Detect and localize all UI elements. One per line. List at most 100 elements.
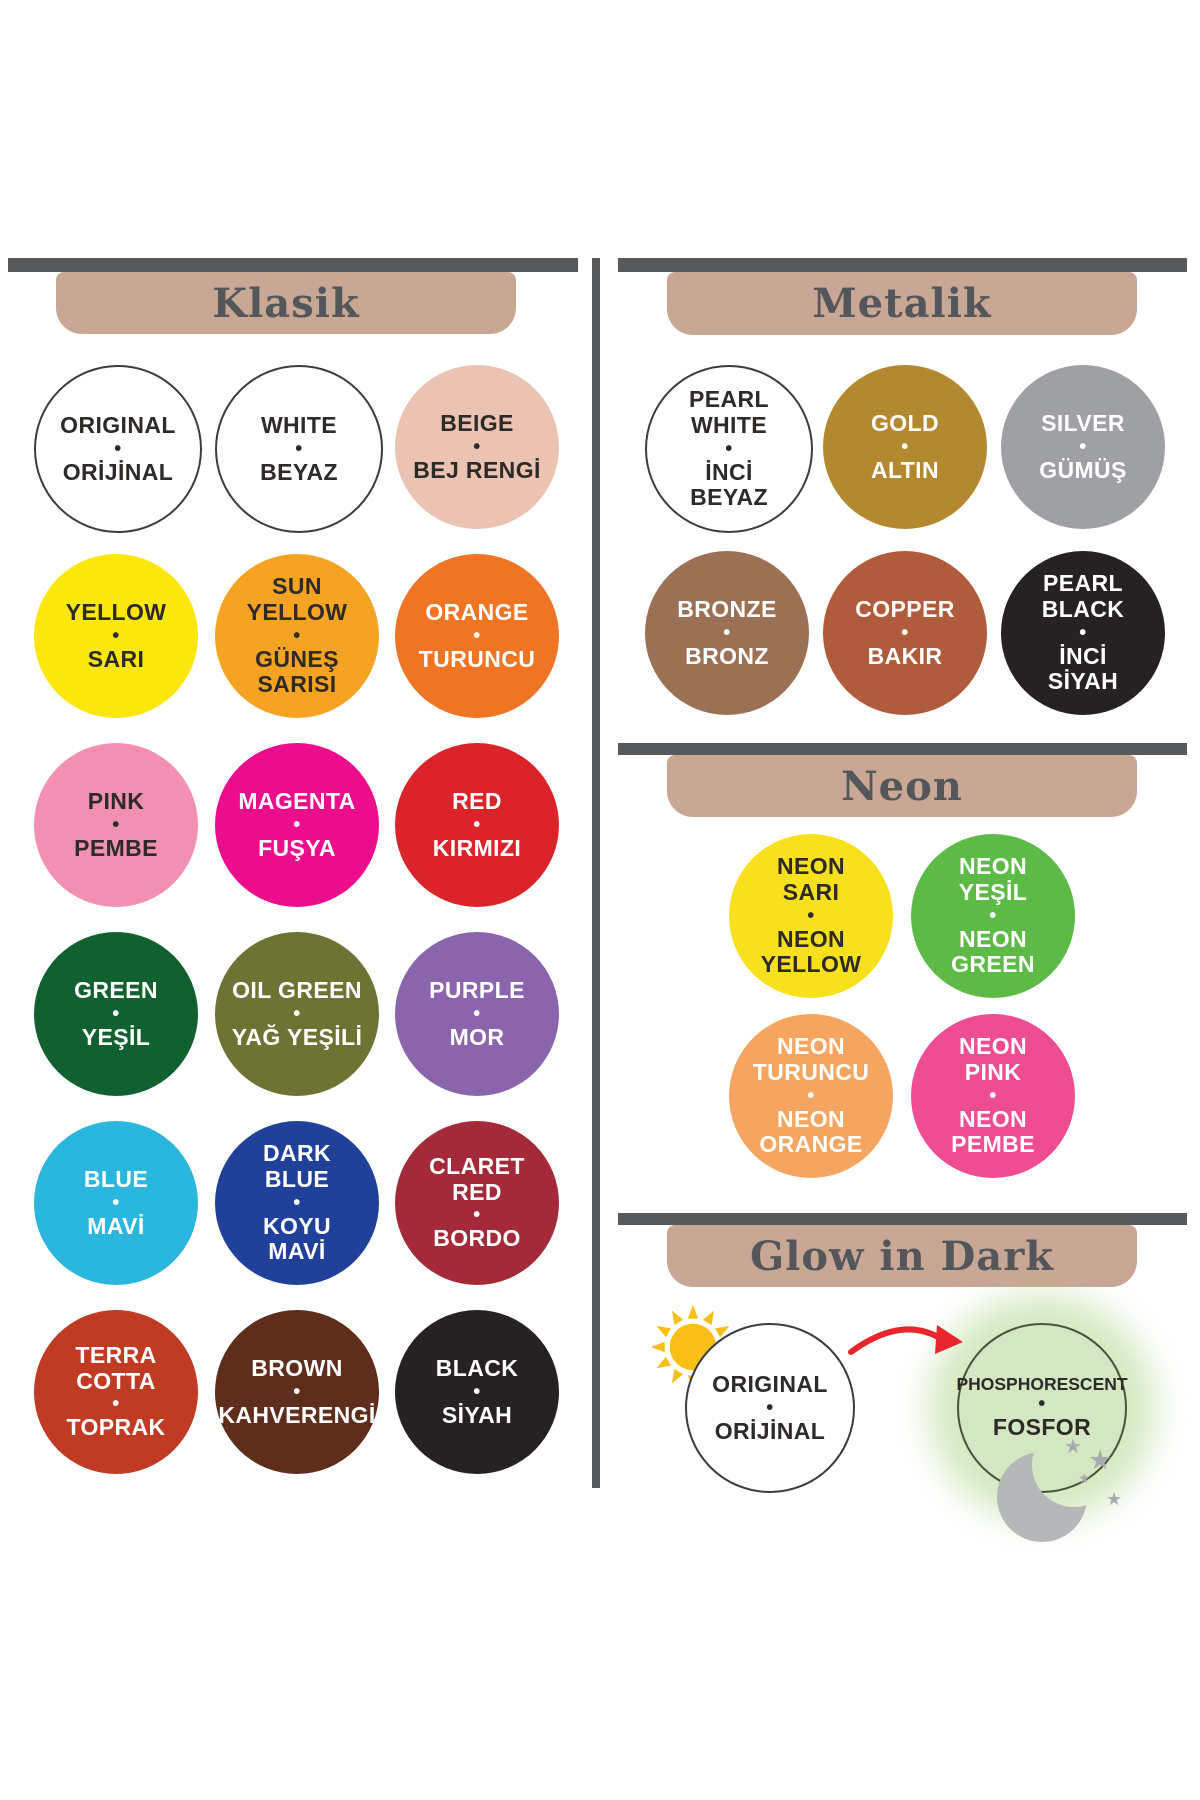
- bullet-separator: •: [725, 437, 733, 460]
- color-circle-neon-sari: NEON SARI • NEON YELLOW: [729, 834, 893, 998]
- bullet-separator: •: [293, 813, 301, 836]
- color-label-primary: MAGENTA: [238, 787, 356, 814]
- bullet-separator: •: [112, 624, 120, 647]
- bullet-separator: •: [901, 435, 909, 458]
- color-circle-sun-yellow: SUN YELLOW • GÜNEŞ SARISI: [215, 554, 379, 718]
- color-circle-bronze: BRONZE • BRONZ: [645, 551, 809, 715]
- color-label-primary: RED: [452, 787, 502, 814]
- color-label-secondary: BORDO: [433, 1225, 521, 1252]
- section-title-metalik: Metalik: [812, 280, 992, 327]
- color-circle-neon-yeşi̇l: NEON YEŞİL • NEON GREEN: [911, 834, 1075, 998]
- color-circle-purple: PURPLE • MOR: [395, 932, 559, 1096]
- color-circle-blue: BLUE • MAVİ: [34, 1121, 198, 1285]
- bullet-separator: •: [901, 621, 909, 644]
- color-label-secondary: SARI: [87, 645, 145, 672]
- color-label-secondary: YEŞİL: [81, 1023, 151, 1050]
- bullet-separator: •: [112, 1393, 120, 1416]
- color-label-primary: SILVER: [1041, 409, 1125, 436]
- color-label-secondary: NEON PEMBE: [951, 1105, 1035, 1158]
- section-top-bar: [618, 743, 1187, 755]
- section-header: Klasik: [56, 272, 516, 334]
- bullet-separator: •: [989, 904, 997, 927]
- color-label-primary: BLACK: [435, 1354, 519, 1381]
- color-label-primary: BEIGE: [440, 409, 514, 436]
- section-header: Metalik: [667, 272, 1137, 335]
- color-label-primary: BROWN: [251, 1354, 343, 1381]
- bullet-separator: •: [473, 624, 481, 647]
- color-label-secondary: KIRMIZI: [432, 834, 522, 861]
- color-label-secondary: ALTIN: [870, 456, 939, 483]
- color-label-primary: CLARET RED: [429, 1152, 525, 1205]
- color-label-primary: PEARL BLACK: [1041, 570, 1125, 622]
- color-label-primary: YELLOW: [65, 598, 167, 625]
- color-circle-pearl-white: PEARL WHITE • İNCİ BEYAZ: [645, 365, 813, 533]
- color-label-secondary: MAVİ: [87, 1212, 145, 1239]
- color-label-secondary: BEYAZ: [260, 458, 338, 485]
- bullet-separator: •: [473, 1204, 481, 1227]
- section-title-neon: Neon: [841, 762, 963, 810]
- color-circle-claret-red: CLARET RED • BORDO: [395, 1121, 559, 1285]
- color-circle-neon-pink: NEON PINK • NEON PEMBE: [911, 1014, 1075, 1178]
- color-circle-oil-green: OIL GREEN • YAĞ YEŞİLİ: [215, 932, 379, 1096]
- color-label-primary: NEON TURUNCU: [752, 1033, 870, 1085]
- bullet-separator: •: [807, 904, 815, 927]
- bullet-separator: •: [112, 1002, 120, 1025]
- bullet-separator: •: [1079, 435, 1087, 458]
- color-label-secondary: KAHVERENGİ: [218, 1401, 376, 1428]
- color-label-secondary: İNCİ SİYAH: [1047, 642, 1119, 695]
- color-label-primary: ORIGINAL: [712, 1370, 828, 1397]
- bullet-separator: •: [807, 1084, 815, 1107]
- color-label-secondary: GÜNEŞ SARISI: [255, 645, 339, 698]
- color-circle-red: RED • KIRMIZI: [395, 743, 559, 907]
- color-circle-brown: BROWN • KAHVERENGİ: [215, 1310, 379, 1474]
- color-label-secondary: NEON GREEN: [951, 925, 1035, 978]
- section-top-bar: [8, 258, 578, 272]
- color-circle-orange: ORANGE • TURUNCU: [395, 554, 559, 718]
- section-top-bar: [618, 258, 1187, 272]
- color-circle-original: ORIGINAL • ORİJİNAL: [685, 1323, 855, 1493]
- color-label-secondary: BAKIR: [867, 642, 943, 669]
- color-label-primary: GREEN: [74, 976, 158, 1003]
- bullet-separator: •: [293, 1002, 301, 1025]
- color-label-secondary: MOR: [449, 1023, 505, 1050]
- color-label-primary: NEON SARI: [776, 853, 846, 905]
- moon-and-stars-icon: ★ ★ ★ ★: [997, 1436, 1122, 1542]
- color-label-primary: ORANGE: [425, 598, 529, 625]
- color-label-secondary: TURUNCU: [418, 645, 536, 672]
- color-circle-terra-cotta: TERRA COTTA • TOPRAK: [34, 1310, 198, 1474]
- color-circle-magenta: MAGENTA • FUŞYA: [215, 743, 379, 907]
- bullet-separator: •: [293, 1380, 301, 1403]
- star-icon: ★: [1088, 1445, 1112, 1475]
- bullet-separator: •: [723, 621, 731, 644]
- star-icon: ★: [1078, 1470, 1091, 1486]
- color-circle-gold: GOLD • ALTIN: [823, 365, 987, 529]
- color-label-secondary: YAĞ YEŞİLİ: [231, 1023, 363, 1050]
- bullet-separator: •: [295, 437, 303, 460]
- color-label-secondary: GÜMÜŞ: [1039, 456, 1127, 483]
- color-label-primary: PEARL WHITE: [689, 386, 769, 438]
- bullet-separator: •: [766, 1396, 774, 1419]
- color-label-secondary: NEON YELLOW: [760, 925, 862, 978]
- bullet-separator: •: [989, 1084, 997, 1107]
- color-label-primary: GOLD: [870, 409, 940, 436]
- star-icon: ★: [1106, 1489, 1122, 1509]
- color-circle-beige: BEIGE • BEJ RENGİ: [395, 365, 559, 529]
- color-label-secondary: ORİJİNAL: [714, 1417, 826, 1444]
- section-header: Neon: [667, 755, 1137, 817]
- color-label-primary: PURPLE: [429, 976, 525, 1003]
- color-label-primary: OIL GREEN: [232, 976, 362, 1003]
- color-label-primary: NEON YEŞİL: [958, 853, 1028, 905]
- color-circle-original: ORIGINAL • ORİJİNAL: [34, 365, 202, 533]
- color-circle-silver: SILVER • GÜMÜŞ: [1001, 365, 1165, 529]
- color-label-primary: NEON PINK: [958, 1033, 1028, 1085]
- color-label-secondary: SİYAH: [441, 1401, 513, 1428]
- section-title-klasik: Klasik: [212, 279, 360, 327]
- bullet-separator: •: [293, 1191, 301, 1214]
- color-label-secondary: PEMBE: [74, 834, 158, 861]
- bullet-separator: •: [1079, 621, 1087, 644]
- section-title-glow-in-dark: Glow in Dark: [750, 1232, 1054, 1280]
- color-circle-copper: COPPER • BAKIR: [823, 551, 987, 715]
- bullet-separator: •: [114, 437, 122, 460]
- column-divider: [592, 258, 600, 1488]
